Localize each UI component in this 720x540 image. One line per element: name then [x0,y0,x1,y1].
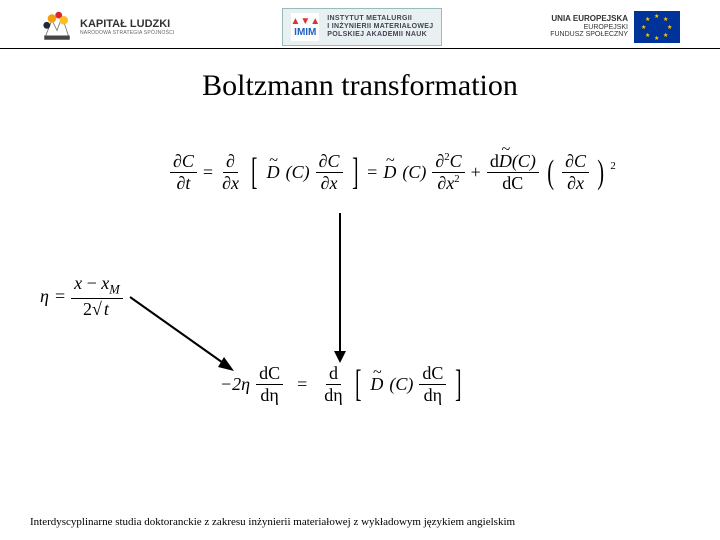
pde-Carg1: (C) [286,162,310,183]
lbracket-2: [ [355,369,361,399]
bot-D: D [370,374,383,395]
eu-line1: UNIA EUROPEJSKA [550,15,628,24]
eta-2: 2 [83,299,92,319]
eta-x: x [74,273,82,293]
institute-text: INSTYTUT METALURGII I INŻYNIERII MATERIA… [327,15,433,39]
equation-eta: η = x − xM 2√t [40,273,123,320]
arrow-diagonal [130,297,240,382]
institute-icon: ▲▼▲ IMIM [291,13,319,41]
equals-2: = [367,162,377,183]
institute-icon-row1: ▲▼▲ [290,16,320,27]
lbracket-1: [ [251,157,257,187]
eta-M: M [109,283,120,297]
paren-r: ) [597,159,604,186]
kapital-title: KAPITAŁ LUDZKI [80,19,175,30]
eu-text: UNIA EUROPEJSKA EUROPEJSKI FUNDUSZ SPOŁE… [550,15,628,39]
pde-r2n: ∂C [565,151,586,171]
eta-sqrt: √ [92,299,102,319]
pde-Carg2: (C) [402,162,426,183]
pde-lhs-den: ∂t [177,173,191,193]
paren-l: ( [547,159,554,186]
equation-pde: ∂C ∂t = ∂ ∂x [ D(C) ∂C ∂x ] = D(C) ∂2C ∂… [170,151,616,194]
pde-D2: D [383,162,396,183]
rbracket-2: ] [456,369,462,399]
eta-minus: − [87,273,97,293]
pde-mid-den: ∂x [222,173,239,193]
kapital-subtitle: NARODOWA STRATEGIA SPÓJNOŚCI [80,30,175,36]
pde-plus: + [471,162,481,183]
pde-mid-num: ∂ [226,151,235,171]
slide-footer: Interdyscyplinarne studia doktoranckie z… [30,516,515,528]
slide-title: Boltzmann transformation [0,69,720,103]
institute-line1: INSTYTUT METALURGII [327,15,433,23]
rbracket-1: ] [352,157,358,187]
eu-logo: UNIA EUROPEJSKA EUROPEJSKI FUNDUSZ SPOŁE… [550,11,680,43]
institute-line2: I INŻYNIERII MATERIAŁOWEJ [327,23,433,31]
equation-transformed: −2η dC dη = d dη [ D(C) dC dη ] [220,363,465,406]
bot-f3d: dη [424,385,442,405]
bot-Carg: (C) [389,374,413,395]
eta-var: η [40,286,49,307]
bot-f3n: dC [422,363,443,383]
institute-icon-row2: IMIM [294,27,316,38]
bot-f1d: dη [260,385,278,405]
equals-1: = [203,162,213,183]
pde-r2p: 2 [610,160,615,172]
eu-line3: FUNDUSZ SPOŁECZNY [550,31,628,39]
eta-eq: = [55,286,65,307]
institute-line3: POLSKIEJ AKADEMII NAUK [327,31,433,39]
pde-inner-den: ∂x [321,173,338,193]
eu-flag-icon: ★ ★ ★ ★ ★ ★ ★ ★ [634,11,680,43]
pde-lhs-num: ∂C [173,151,194,171]
bot-f2d: dη [324,385,342,405]
arrow-down [330,213,350,368]
kapital-ludzki-logo: KAPITAŁ LUDZKI NARODOWA STRATEGIA SPÓJNO… [40,10,175,44]
eu-line2: EUROPEJSKI [550,24,628,32]
bot-f1n: dC [259,363,280,383]
pde-inner-num: ∂C [319,151,340,171]
kapital-text-block: KAPITAŁ LUDZKI NARODOWA STRATEGIA SPÓJNO… [80,19,175,36]
pde-r2d: ∂x [567,173,584,193]
institute-logo: ▲▼▲ IMIM INSTYTUT METALURGII I INŻYNIERI… [282,8,442,46]
pde-dDD: D [499,151,512,171]
slide-content: ∂C ∂t = ∂ ∂x [ D(C) ∂C ∂x ] = D(C) ∂2C ∂… [0,103,720,463]
pde-r1n: ∂ [435,151,444,171]
kapital-icon [40,10,74,44]
pde-dDarg: (C) [512,151,536,171]
pde-r1bs: 2 [454,173,459,185]
slide-header: KAPITAŁ LUDZKI NARODOWA STRATEGIA SPÓJNO… [0,0,720,49]
bot-eq: = [297,374,307,395]
pde-dDn: d [490,151,499,171]
eta-t: t [104,299,109,319]
pde-r1bn: C [450,151,462,171]
pde-D1: D [267,162,280,183]
pde-dDd: dC [502,173,523,193]
pde-r1d: ∂x [437,173,454,193]
